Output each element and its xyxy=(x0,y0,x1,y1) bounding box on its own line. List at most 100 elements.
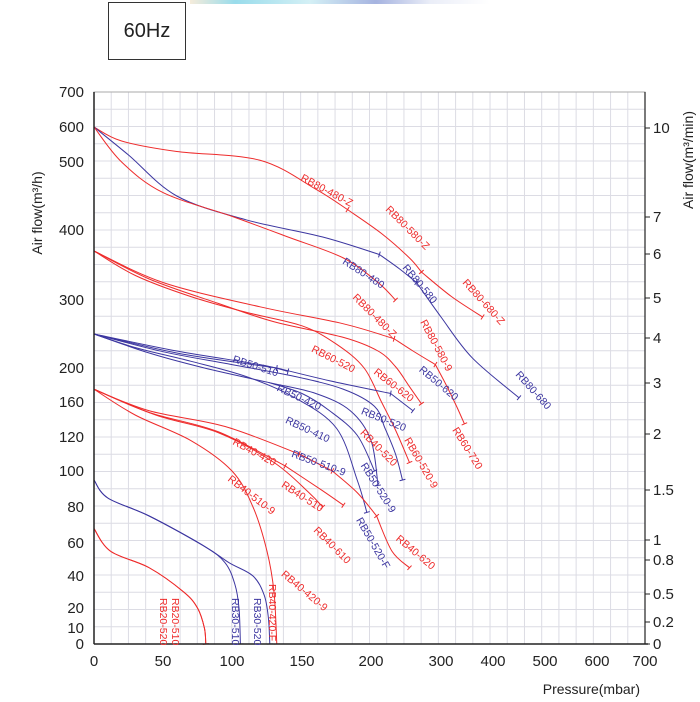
curve-label: RB40-610 xyxy=(311,525,353,567)
curve-rb50-510 xyxy=(93,333,277,369)
y-right-tick-label: 5 xyxy=(653,290,661,307)
curve-rb80-480-z-lower- xyxy=(93,126,396,301)
header-image-strip xyxy=(190,0,490,4)
y-right-tick-label: 1 xyxy=(653,532,661,549)
x-tick-label: 600 xyxy=(584,653,609,670)
curve-end-marker xyxy=(516,395,522,401)
curve-rb80-580-z xyxy=(347,209,422,273)
curve-labels: RB80-480-Z RB80-580-Z RB80-680-Z RB80-480 RB… xyxy=(157,172,553,645)
y-right-tick-label: 0.8 xyxy=(653,552,674,569)
curve-rb60-720 xyxy=(434,364,465,425)
axes: 0 50 100 150 200 300 400 500 600 7000102040608010… xyxy=(59,84,674,670)
curve-label: RB80-680 xyxy=(513,369,554,412)
y-right-tick-label: 1.5 xyxy=(653,482,674,499)
x-tick-label: 700 xyxy=(632,653,657,670)
y-left-tick-label: 700 xyxy=(59,84,84,101)
curve-end-marker xyxy=(392,335,396,342)
curve-end-marker xyxy=(399,478,406,482)
curve-label: RB20-510 xyxy=(169,598,181,645)
curve-rb40-620 xyxy=(376,515,410,569)
y-left-tick-label: 60 xyxy=(67,535,84,552)
x-tick-label: 50 xyxy=(155,653,172,670)
curve-rb60-620 xyxy=(393,338,436,366)
curve-label: RB80-480-Z xyxy=(299,172,356,210)
curve-label: RB50-420 xyxy=(275,382,323,413)
x-tick-label: 300 xyxy=(428,653,453,670)
y-right-tick-label: 3 xyxy=(653,375,661,392)
y-left-tick-label: 20 xyxy=(67,600,84,617)
curve-rb50-520-9 xyxy=(268,381,375,472)
y-left-tick-label: 100 xyxy=(59,463,84,480)
y-left-tick-label: 120 xyxy=(59,429,84,446)
curve-rb50-410 xyxy=(93,333,403,481)
y-right-tick-label: 0.2 xyxy=(653,614,674,631)
y-left-tick-label: 200 xyxy=(59,360,84,377)
curve-label: RB40-420-F xyxy=(266,584,278,641)
curve-rb80-580 xyxy=(379,254,417,283)
curve-rb40-420-9 xyxy=(284,465,344,506)
curve-rb80-680 xyxy=(416,282,520,399)
curve-rb40-510 xyxy=(298,453,333,472)
x-tick-label: 200 xyxy=(358,653,383,670)
frequency-label: 60Hz xyxy=(123,19,171,42)
curve-end-marker xyxy=(480,314,485,320)
y-right-axis-label: Air flow(m³/min) xyxy=(680,111,696,209)
curve-rb30-520 xyxy=(93,479,271,645)
curve-label: RB80-580-Z xyxy=(383,204,432,253)
curve-end-marker xyxy=(371,469,378,473)
y-left-axis-label: Air flow(m³/h) xyxy=(29,171,45,254)
curve-rb60-520-9 xyxy=(93,250,410,463)
curve-label: RB40-510 xyxy=(279,479,325,515)
x-axis-label: Pressure(mbar) xyxy=(543,681,640,697)
x-tick-label: 0 xyxy=(90,653,98,670)
curve-end-marker xyxy=(345,206,350,213)
curve-label: RB50-520-9 xyxy=(358,461,398,516)
curve-rb20-510 xyxy=(93,528,207,645)
curve-rb80-580-9 xyxy=(93,250,422,405)
curve-label: RB60-520 xyxy=(309,343,357,375)
curve-rb50-510-9 xyxy=(93,333,379,486)
curve-end-marker xyxy=(407,565,412,571)
curve-label: RB30-520 xyxy=(251,598,263,645)
curve-rb80-680-z xyxy=(421,271,483,318)
y-left-tick-label: 10 xyxy=(67,620,84,637)
curve-rb50-520-f xyxy=(93,333,368,513)
curve-end-marker xyxy=(320,504,326,510)
y-left-tick-label: 40 xyxy=(67,568,84,585)
y-left-tick-label: 0 xyxy=(76,636,84,653)
y-left-tick-label: 160 xyxy=(59,394,84,411)
curve-end-marker xyxy=(374,484,382,487)
y-right-tick-label: 7 xyxy=(653,209,661,226)
curve-label: RB30-510 xyxy=(229,598,241,645)
curve-label: RB80-680-Z xyxy=(460,277,508,328)
curve-end-marker xyxy=(406,460,413,465)
y-right-tick-label: 0.5 xyxy=(653,586,674,603)
curve-end-marker xyxy=(286,368,290,375)
y-left-tick-label: 80 xyxy=(67,499,84,516)
y-right-tick-label: 6 xyxy=(653,246,661,263)
grid xyxy=(94,92,645,644)
curve-end-marker xyxy=(389,390,392,397)
curve-label: RB40-510-9 xyxy=(225,473,277,517)
curve-rb50-420 xyxy=(93,333,289,372)
curve-label: RB40-420 xyxy=(231,436,279,469)
x-tick-label: 100 xyxy=(219,653,244,670)
y-left-tick-label: 500 xyxy=(59,154,84,171)
curve-end-marker xyxy=(410,408,416,414)
x-tick-label: 500 xyxy=(532,653,557,670)
y-left-tick-label: 400 xyxy=(59,222,84,239)
x-tick-label: 150 xyxy=(289,653,314,670)
frequency-label-box: 60Hz xyxy=(108,2,186,60)
curve-rb40-420-f xyxy=(93,388,278,645)
y-left-tick-label: 300 xyxy=(59,292,84,309)
y-left-tick-label: 600 xyxy=(59,119,84,136)
x-tick-label: 400 xyxy=(480,653,505,670)
curve-label: RB20-520 xyxy=(157,598,169,645)
curve-end-marker xyxy=(341,502,346,508)
y-right-tick-label: 2 xyxy=(653,426,661,443)
curve-rb60-520 xyxy=(93,250,395,340)
curve-label: RB80-480 xyxy=(340,256,386,292)
curve-rb50-620 xyxy=(390,393,414,412)
y-right-tick-label: 0 xyxy=(653,636,661,653)
